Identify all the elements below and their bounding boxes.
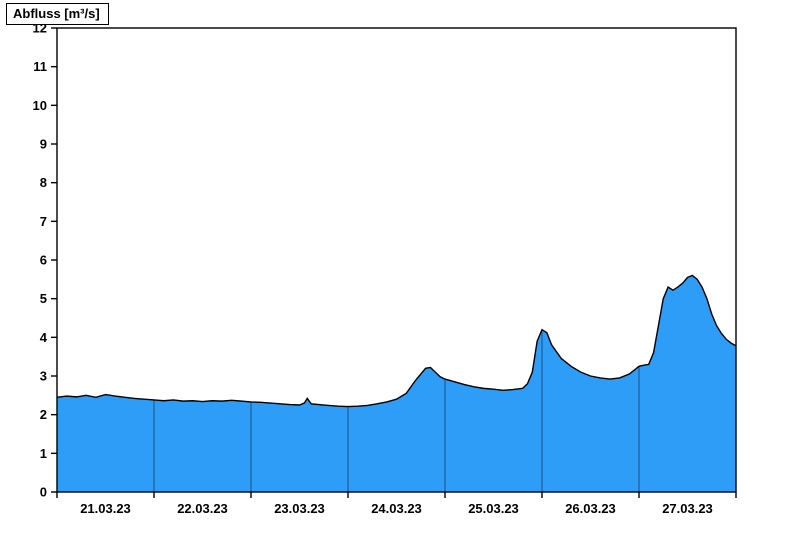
x-axis-label: 27.03.23 <box>662 501 713 516</box>
y-axis-label: 7 <box>40 214 47 229</box>
x-axis-label: 21.03.23 <box>80 501 131 516</box>
x-axis-label: 23.03.23 <box>274 501 325 516</box>
x-axis-label: 24.03.23 <box>371 501 422 516</box>
y-axis-label: 6 <box>40 253 47 268</box>
area-series <box>57 275 736 492</box>
y-axis-label: 11 <box>33 59 47 74</box>
x-axis-label: 22.03.23 <box>177 501 228 516</box>
y-axis-label: 5 <box>40 291 47 306</box>
x-axis-label: 26.03.23 <box>565 501 616 516</box>
y-axis-label: 2 <box>40 407 47 422</box>
chart-title: Abfluss [m³/s] <box>13 6 100 21</box>
y-axis-label: 8 <box>40 175 47 190</box>
y-axis-label: 9 <box>40 137 47 152</box>
y-axis-label: 4 <box>40 330 48 345</box>
y-axis-label: 3 <box>40 369 47 384</box>
chart-title-box: Abfluss [m³/s] <box>6 3 109 25</box>
series-outline <box>56 274 737 408</box>
x-axis-label: 25.03.23 <box>468 501 519 516</box>
y-axis-label: 10 <box>33 98 47 113</box>
y-axis-label: 1 <box>40 446 47 461</box>
y-axis-label: 0 <box>40 485 47 500</box>
